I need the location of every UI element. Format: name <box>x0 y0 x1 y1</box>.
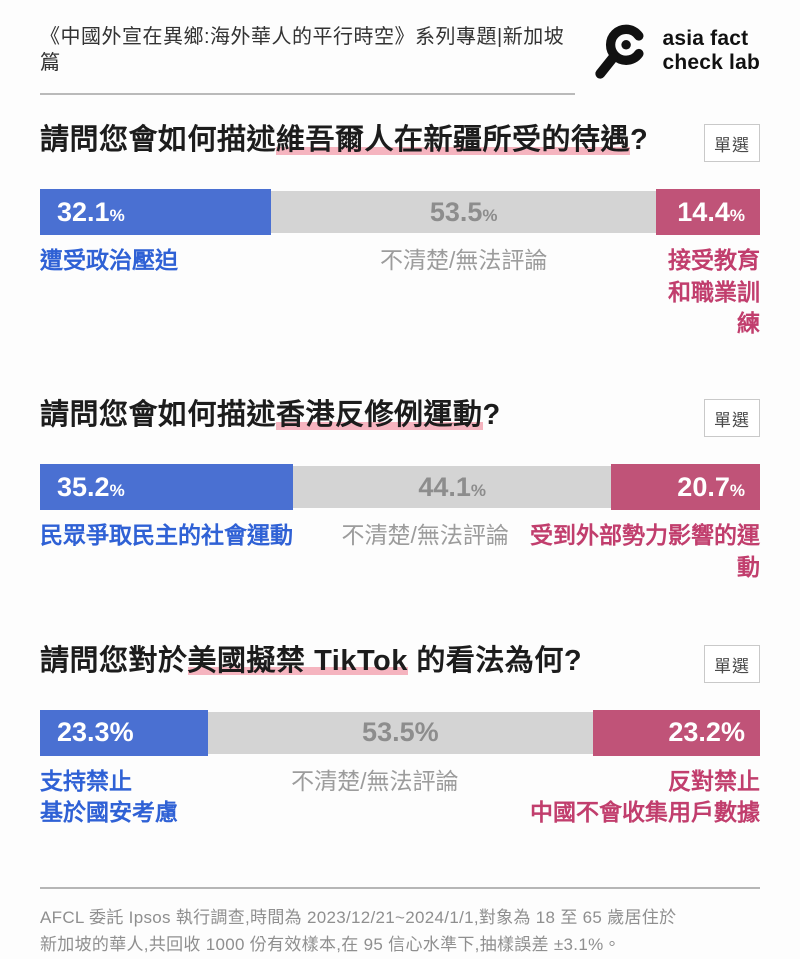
question-3-title: 請問您對於美國擬禁 TikTok 的看法為何? <box>40 642 582 681</box>
question-1-section: 請問您會如何描述維吾爾人在新疆所受的待遇? 單選 32.1% 53.5% 14.… <box>40 121 760 340</box>
single-choice-badge: 單選 <box>704 124 760 162</box>
percent-sign: % <box>482 205 498 225</box>
logo-line1: asia fact <box>662 27 749 51</box>
logo-line2: check lab <box>662 51 760 74</box>
bar-labels-2: 民眾爭取民主的社會運動 不清楚/無法評論 受到外部勢力影響的運動 <box>40 520 760 583</box>
question-3-title-highlight: 美國擬禁 TikTok <box>187 644 408 677</box>
question-2-section: 請問您會如何描述香港反修例運動? 單選 35.2% 44.1% 20.7% 民眾… <box>40 396 760 583</box>
percent-sign: % <box>729 480 745 500</box>
segment-value: 20.7 <box>677 471 730 502</box>
magnifier-icon <box>592 20 654 82</box>
question-2-title: 請問您會如何描述香港反修例運動? <box>40 396 501 435</box>
bar-labels-1: 遭受政治壓迫 不清楚/無法評論 接受教育和職業訓練 <box>40 245 760 340</box>
question-1-title-highlight: 維吾爾人在新疆所受的待遇 <box>276 124 631 156</box>
segment-value: 53.5 <box>362 717 415 748</box>
bar-segment-blue: 35.2% <box>40 464 294 511</box>
stacked-bar-2: 35.2% 44.1% 20.7% <box>40 463 760 511</box>
answer-label-line: 基於國安考慮 <box>40 799 178 826</box>
logo-text: asia fact check lab <box>662 27 760 74</box>
footer-text: AFCL 委託 Ipsos 執行調查,時間為 2023/12/21~2024/1… <box>40 904 760 958</box>
percent-sign: % <box>109 205 125 225</box>
question-1-title-prefix: 請問您會如何描述 <box>40 124 277 156</box>
bar-segment-pink: 14.4% <box>656 189 760 235</box>
segment-value: 23.2 <box>668 717 721 748</box>
answer-label-gray: 不清楚/無法評論 <box>341 522 509 549</box>
bar-segment-blue: 23.3% <box>40 709 208 756</box>
percent-sign: % <box>729 205 745 225</box>
single-choice-badge: 單選 <box>704 644 760 683</box>
question-2-title-highlight: 香港反修例運動 <box>276 399 483 432</box>
answer-label-line: 支持禁止 <box>40 767 132 794</box>
answer-label-pink: 接受教育和職業訓練 <box>667 247 760 337</box>
segment-value: 32.1 <box>57 196 110 227</box>
percent-sign: % <box>470 480 487 500</box>
question-2-title-prefix: 請問您會如何描述 <box>40 399 277 432</box>
answer-label-line: 中國不會收集用戶數據 <box>529 799 760 826</box>
question-2-title-suffix: ? <box>482 399 501 432</box>
bar-segment-blue: 32.1% <box>40 189 272 235</box>
answer-label-pink: 受到外部勢力影響的運動 <box>529 522 760 580</box>
question-3-section: 請問您對於美國擬禁 TikTok 的看法為何? 單選 23.3% 53.5% 2… <box>40 642 760 829</box>
bar-segment-pink: 23.2% <box>592 709 760 756</box>
afcl-logo: asia fact check lab <box>592 20 760 82</box>
answer-label-blue: 遭受政治壓迫 <box>40 247 178 273</box>
page-header: 《中國外宣在異鄉:海外華人的平行時空》系列專題|新加坡篇 asia fact c… <box>40 0 760 95</box>
segment-value: 35.2 <box>57 471 110 502</box>
percent-sign: % <box>109 717 134 748</box>
question-3-title-suffix: 的看法為何? <box>407 644 583 677</box>
survey-methodology-footer: AFCL 委託 Ipsos 執行調查,時間為 2023/12/21~2024/1… <box>40 887 760 958</box>
answer-label-pink: 反對禁止 中國不會收集用戶數據 <box>508 766 760 829</box>
bar-segment-gray: 53.5% <box>271 191 657 233</box>
footer-line2: 新加坡的華人,共回收 1000 份有效樣本,在 95 信心水準下,抽樣誤差 ±3… <box>40 935 621 955</box>
bar-segment-pink: 20.7% <box>610 464 760 511</box>
footer-line1: AFCL 委託 Ipsos 執行調查,時間為 2023/12/21~2024/1… <box>40 908 677 928</box>
question-1-title: 請問您會如何描述維吾爾人在新疆所受的待遇? <box>40 121 648 160</box>
single-choice-badge: 單選 <box>704 399 760 438</box>
segment-value: 23.3 <box>57 717 110 748</box>
segment-value: 14.4 <box>677 196 730 227</box>
header-divider <box>40 93 575 95</box>
answer-label-gray: 不清楚/無法評論 <box>291 767 459 794</box>
segment-value: 53.5 <box>429 196 483 227</box>
question-1-title-suffix: ? <box>630 124 649 156</box>
bar-segment-gray: 44.1% <box>293 466 611 509</box>
stacked-bar-3: 23.3% 53.5% 23.2% <box>40 709 760 757</box>
answer-label-blue: 支持禁止 基於國安考慮 <box>40 766 242 829</box>
percent-sign: % <box>414 717 439 748</box>
answer-label-line: 反對禁止 <box>667 767 760 794</box>
bar-segment-gray: 53.5% <box>207 711 593 754</box>
percent-sign: % <box>720 717 745 748</box>
answer-label-gray: 不清楚/無法評論 <box>380 247 548 273</box>
stacked-bar-1: 32.1% 53.5% 14.4% <box>40 188 760 236</box>
answer-label-blue: 民眾爭取民主的社會運動 <box>40 522 293 549</box>
question-3-title-prefix: 請問您對於 <box>40 644 188 677</box>
percent-sign: % <box>109 480 125 500</box>
series-title: 《中國外宣在異鄉:海外華人的平行時空》系列專題|新加坡篇 <box>40 26 565 74</box>
segment-value: 44.1 <box>418 471 471 502</box>
bar-labels-3: 支持禁止 基於國安考慮 不清楚/無法評論 反對禁止 中國不會收集用戶數據 <box>40 766 760 829</box>
